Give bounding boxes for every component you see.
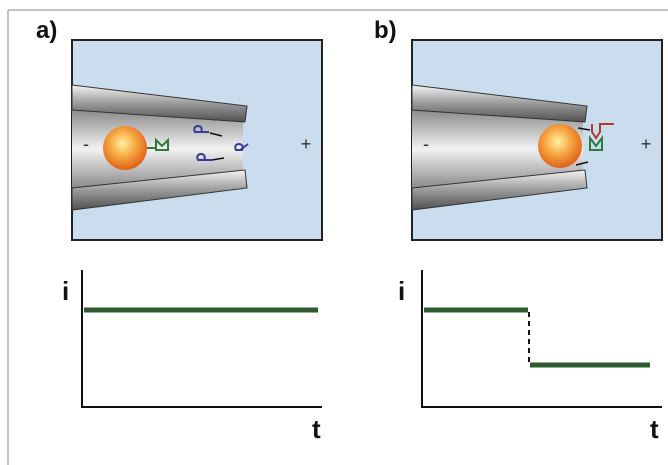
- panel-label: a): [36, 17, 57, 44]
- pore-box: [412, 40, 662, 240]
- pore-box: [72, 40, 322, 240]
- x-axis-label: t: [650, 414, 659, 444]
- minus-sign: -: [83, 134, 89, 154]
- plus-sign: +: [641, 134, 652, 154]
- plus-sign: +: [301, 134, 312, 154]
- current-plot: [82, 270, 322, 407]
- page: {"panels": [ {"label": "a)", "minus": "-…: [0, 0, 668, 465]
- x-axis-label: t: [312, 414, 321, 444]
- y-axis-label: i: [62, 276, 69, 306]
- current-plot: [422, 270, 662, 407]
- minus-sign: -: [423, 134, 429, 154]
- panel-label: b): [374, 17, 397, 44]
- y-axis-label: i: [398, 276, 405, 306]
- figure: a) - + i t b) - + i: [0, 0, 668, 465]
